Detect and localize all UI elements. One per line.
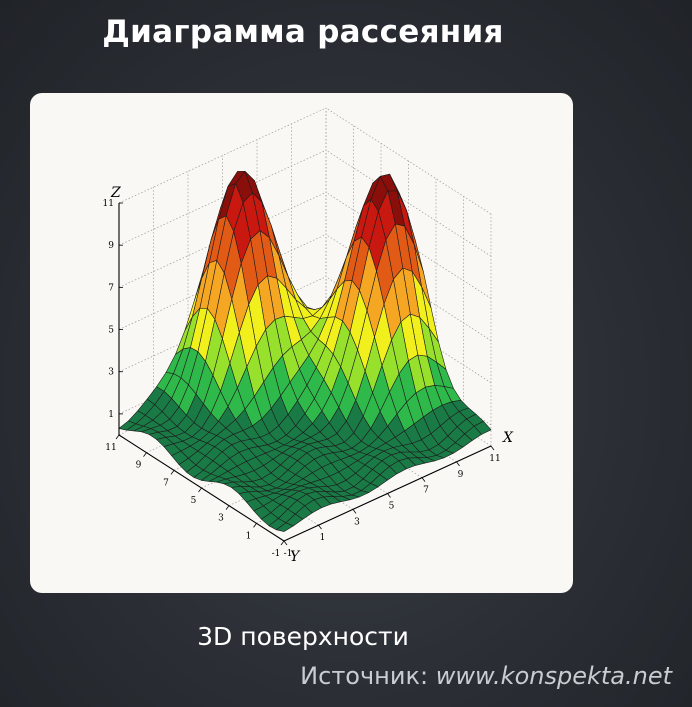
z-tick-label: 1 [108,410,114,420]
z-tick-label: 5 [108,326,114,336]
z-tick-label: 9 [108,241,114,251]
gridline [118,192,327,288]
y-tick-label: -1 [272,549,281,559]
surface-mesh [118,171,492,532]
x-tick-label: 1 [320,533,326,543]
gridline [118,107,327,204]
y-tick-label: 7 [163,478,169,488]
y-tick-mark [143,452,147,457]
y-axis-label: Y [290,549,301,565]
y-tick-label: 9 [136,461,142,471]
y-tick-mark [225,505,230,510]
x-tick-label: 9 [458,470,464,480]
gridline [118,234,327,330]
y-tick-label: 11 [105,443,116,453]
y-tick-label: 3 [218,514,224,524]
x-tick-label: 7 [423,486,429,496]
x-tick-label: -1 [284,549,293,559]
source-link[interactable]: www.konspekta.net [435,662,672,690]
slide-title: Диаграмма рассеяния [102,14,504,50]
z-tick-label: 7 [108,283,114,293]
z-tick-label: 3 [108,368,114,378]
x-axis-label: X [502,430,514,446]
x-tick-label: 5 [389,502,395,512]
gridline [118,149,327,246]
y-tick-mark [170,470,175,475]
x-tick-mark [283,540,288,546]
x-tick-mark [456,461,460,467]
z-tick-label: 11 [103,199,114,209]
x-tick-mark [387,493,391,498]
z-axis-label: Z [110,185,121,201]
y-tick-mark [198,487,202,493]
x-tick-mark [421,477,426,482]
chart-card: -1 1 3 5 7 9 11 -1 1 3 5 7 9 11 1 3 5 7 9 11 X Y Z [30,93,573,593]
surface-patch [276,522,294,532]
x-tick-label: 11 [489,454,500,464]
x-tick-mark [490,445,495,451]
y-tick-mark [253,523,257,528]
source-label: Источник: [300,662,429,690]
y-tick-label: 5 [191,496,197,506]
y-tick-mark [280,540,285,546]
gridline [325,107,492,215]
slide-caption: 3D поверхности [197,622,409,651]
x-tick-mark [318,524,322,530]
y-tick-label: 1 [246,531,252,541]
y-tick-mark [115,434,120,440]
gridline [325,149,492,257]
source-credit: Источник: www.konspekta.net [300,662,672,690]
x-tick-mark [352,509,357,514]
x-tick-label: 3 [354,517,360,527]
